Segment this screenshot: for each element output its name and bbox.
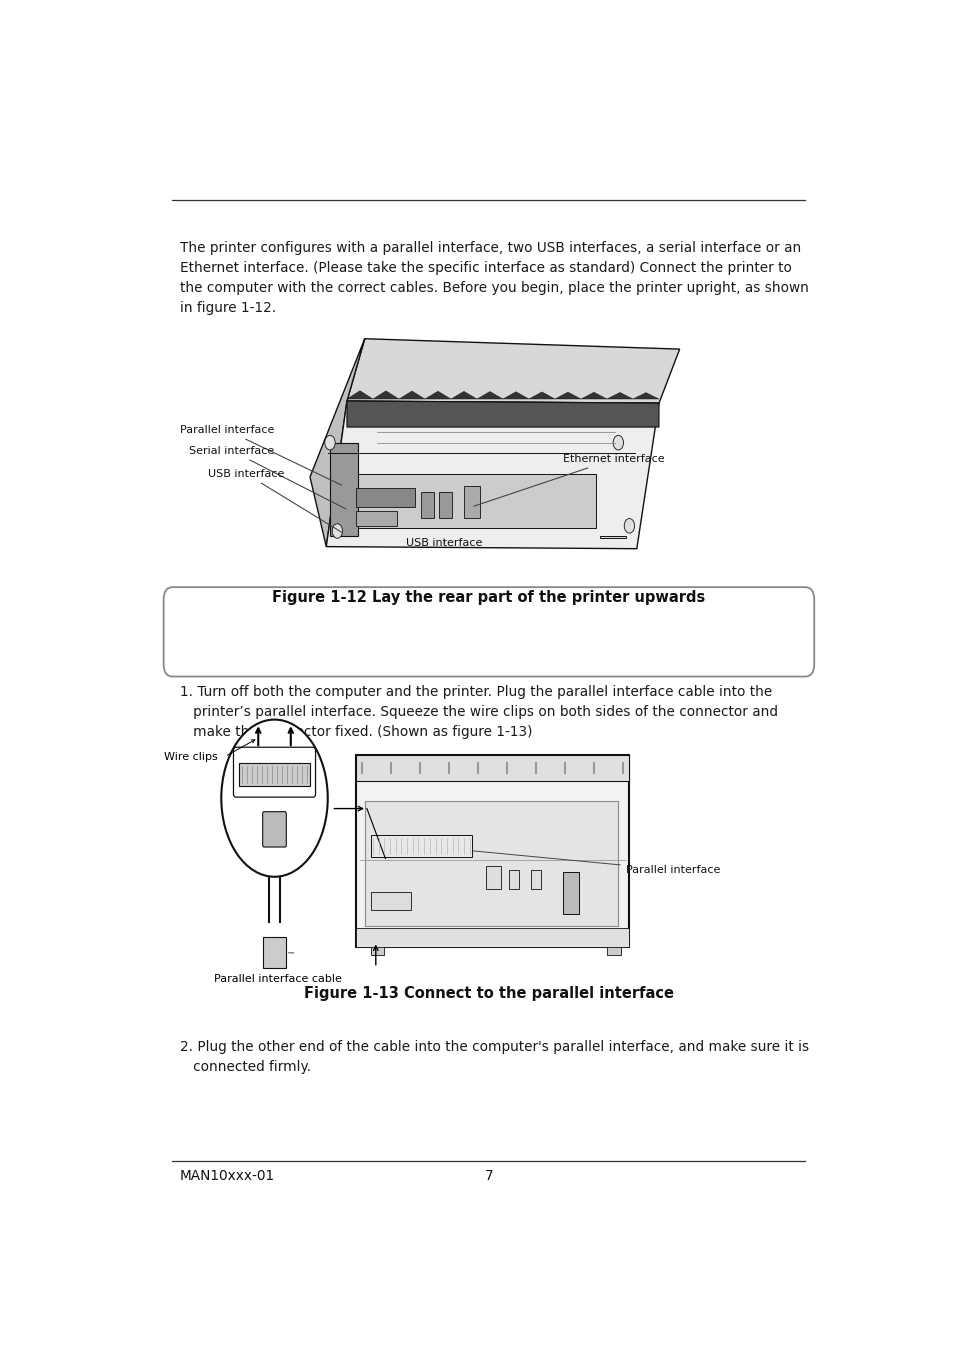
Polygon shape [632, 393, 659, 400]
Text: MAN10xxx-01: MAN10xxx-01 [180, 1169, 274, 1184]
Circle shape [324, 436, 335, 450]
Text: Wire clips: Wire clips [164, 752, 217, 761]
Bar [330, 443, 357, 536]
Text: 7: 7 [484, 1169, 493, 1184]
Bar [463, 486, 479, 517]
Bar [370, 892, 411, 910]
FancyBboxPatch shape [164, 587, 813, 676]
Bar [355, 755, 629, 946]
Bar [263, 937, 285, 968]
Circle shape [332, 524, 342, 539]
Polygon shape [528, 392, 555, 400]
Text: Parallel interface: Parallel interface [180, 425, 341, 485]
Polygon shape [606, 393, 632, 400]
Text: Figure 1-13 Connect to the parallel interface: Figure 1-13 Connect to the parallel inte… [304, 987, 673, 1002]
Bar [355, 927, 629, 946]
Bar [370, 834, 472, 857]
Polygon shape [373, 392, 398, 400]
Bar [508, 869, 518, 888]
Bar [352, 474, 596, 528]
Bar [530, 869, 540, 888]
Text: Ethernet interface: Ethernet interface [474, 455, 664, 506]
Text: The printer configures with a parallel interface, two USB interfaces, a serial i: The printer configures with a parallel i… [180, 242, 808, 315]
Bar [364, 802, 618, 926]
Polygon shape [555, 392, 580, 400]
Bar [486, 865, 500, 888]
Text: Serial interface: Serial interface [190, 446, 346, 509]
Polygon shape [347, 339, 679, 404]
Bar [370, 945, 383, 956]
Text: Figure 1-12 Lay the rear part of the printer upwards: Figure 1-12 Lay the rear part of the pri… [272, 590, 705, 605]
Text: Parallel interface: Parallel interface [424, 846, 720, 875]
Polygon shape [451, 392, 476, 400]
Polygon shape [347, 401, 659, 427]
Polygon shape [476, 392, 502, 400]
Bar [599, 536, 625, 537]
Bar [562, 872, 578, 914]
Polygon shape [580, 393, 606, 400]
Circle shape [623, 518, 634, 533]
Polygon shape [502, 392, 528, 400]
Bar [420, 491, 434, 517]
Polygon shape [326, 401, 659, 548]
Ellipse shape [221, 720, 328, 876]
Bar [355, 510, 396, 525]
Polygon shape [424, 392, 451, 400]
Polygon shape [347, 390, 373, 400]
Bar [606, 945, 619, 956]
Bar [355, 755, 629, 780]
FancyBboxPatch shape [262, 811, 286, 846]
Polygon shape [398, 392, 424, 400]
Polygon shape [310, 339, 364, 547]
Text: Parallel interface cable: Parallel interface cable [214, 973, 342, 984]
Text: 2. Plug the other end of the cable into the computer's parallel interface, and m: 2. Plug the other end of the cable into … [180, 1041, 808, 1075]
Bar [438, 491, 452, 517]
Text: USB interface: USB interface [208, 468, 342, 533]
Bar [239, 763, 310, 786]
Text: 1. Turn off both the computer and the printer. Plug the parallel interface cable: 1. Turn off both the computer and the pr… [180, 684, 777, 738]
Text: USB interface: USB interface [406, 539, 482, 548]
Bar [355, 489, 415, 508]
Circle shape [613, 436, 623, 450]
